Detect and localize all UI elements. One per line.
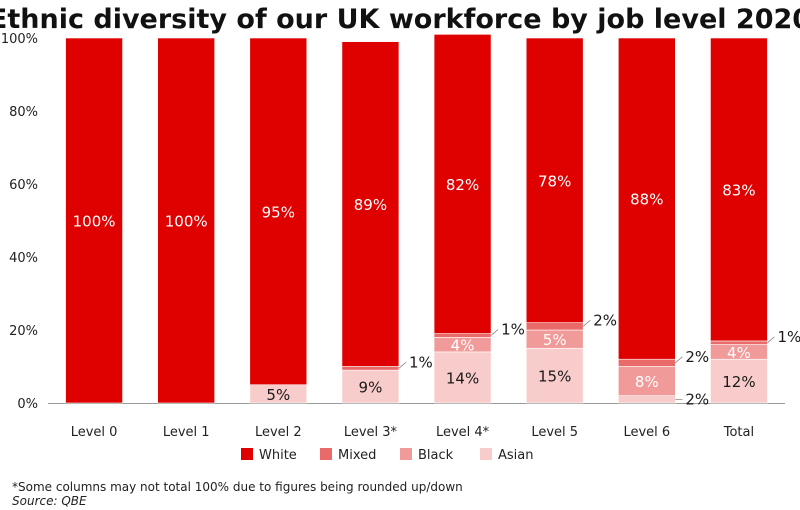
legend-label-white: White <box>259 448 297 463</box>
y-axis: 0% 20% 40% 60% 80% 100% <box>1 32 785 412</box>
legend-label-black: Black <box>418 448 454 463</box>
y-tick-label: 60% <box>9 178 38 193</box>
bar-segment-white <box>433 34 492 334</box>
x-axis: Level 0 Level 1 Level 2 Level 3* Level 4* Lev… <box>71 425 754 440</box>
bar-value-label: 2% <box>593 311 617 329</box>
y-tick-label: 20% <box>9 324 38 339</box>
x-tick-label: Level 2 <box>255 425 302 440</box>
y-tick-label: 80% <box>9 105 38 120</box>
bar-segment-asian <box>710 358 768 404</box>
legend-label-asian: Asian <box>498 448 533 463</box>
bar-value-label: 5% <box>543 331 567 349</box>
bar-value-label: 5% <box>266 386 290 404</box>
bar-segment-white <box>341 41 400 367</box>
bar-value-label: 8% <box>635 373 659 391</box>
bar-value-label: 1% <box>501 320 525 338</box>
bar-segment-asian <box>341 369 400 404</box>
bar-segment-white <box>710 37 768 342</box>
legend-label-mixed: Mixed <box>338 448 376 463</box>
bar-segment-asian <box>433 351 492 404</box>
bar-value-label: 4% <box>451 337 475 355</box>
bar-value-label: 89% <box>354 196 387 214</box>
bar-value-label: 78% <box>538 172 571 190</box>
bar-value-label: 4% <box>727 344 751 362</box>
x-tick-label: Level 5 <box>531 425 578 440</box>
bar-value-label: 100% <box>73 213 116 231</box>
label-leader-line <box>767 336 775 344</box>
chart-title: Ethnic diversity of our UK workforce by … <box>0 4 800 35</box>
y-tick-label: 100% <box>1 32 38 47</box>
legend-swatch-black <box>400 448 412 460</box>
label-leader-line <box>582 320 591 327</box>
bar-value-label: 100% <box>165 213 208 231</box>
legend-swatch-mixed <box>320 448 332 460</box>
label-leader-line <box>398 362 407 369</box>
x-tick-label: Level 6 <box>623 425 670 440</box>
bar-segment-white <box>65 37 123 404</box>
bar-value-label: 2% <box>685 390 709 408</box>
bar-value-label: 9% <box>359 379 383 397</box>
bar-value-label: 82% <box>446 176 479 194</box>
y-tick-label: 0% <box>17 397 38 412</box>
x-tick-label: Level 1 <box>163 425 210 440</box>
bar-value-label: 15% <box>538 368 571 386</box>
label-leader-line <box>675 356 683 364</box>
footnote: *Some columns may not total 100% due to … <box>12 480 463 494</box>
bar-value-label: 1% <box>409 353 433 371</box>
y-tick-label: 40% <box>9 251 38 266</box>
label-leader-line <box>490 329 499 336</box>
bar-value-label: 95% <box>262 203 295 221</box>
bar-value-label: 1% <box>777 328 800 346</box>
bar-segment-white <box>525 37 584 324</box>
bar-segment-white <box>618 37 676 360</box>
bar-segment-black <box>618 366 676 397</box>
bar-segment-mixed <box>618 358 676 367</box>
bar-segment-white <box>157 37 215 404</box>
bar-value-label: 83% <box>722 181 755 199</box>
bars: 100% 100% 5% 95% 9% 1% 89% 14% 4% 1% 82% 15% 5% 2% 78%… <box>65 34 800 408</box>
bar-segment-asian <box>618 395 676 404</box>
x-tick-label: Level 0 <box>71 425 118 440</box>
legend-swatch-white <box>241 448 253 460</box>
source: Source: QBE <box>12 494 87 508</box>
bar-segment-white <box>249 37 308 386</box>
bar-value-label: 2% <box>685 348 709 366</box>
bar-segment-mixed <box>525 322 584 331</box>
bar-value-label: 12% <box>722 373 755 391</box>
bar-value-label: 88% <box>630 191 663 209</box>
legend-swatch-asian <box>480 448 492 460</box>
x-tick-label: Level 4* <box>436 425 490 440</box>
bar-segment-asian <box>525 347 584 404</box>
x-tick-label: Total <box>723 425 754 440</box>
bar-segment-mixed <box>341 366 400 371</box>
bar-value-label: 14% <box>446 369 479 387</box>
legend: White Mixed Black Asian <box>241 448 533 463</box>
x-tick-label: Level 3* <box>344 425 398 440</box>
